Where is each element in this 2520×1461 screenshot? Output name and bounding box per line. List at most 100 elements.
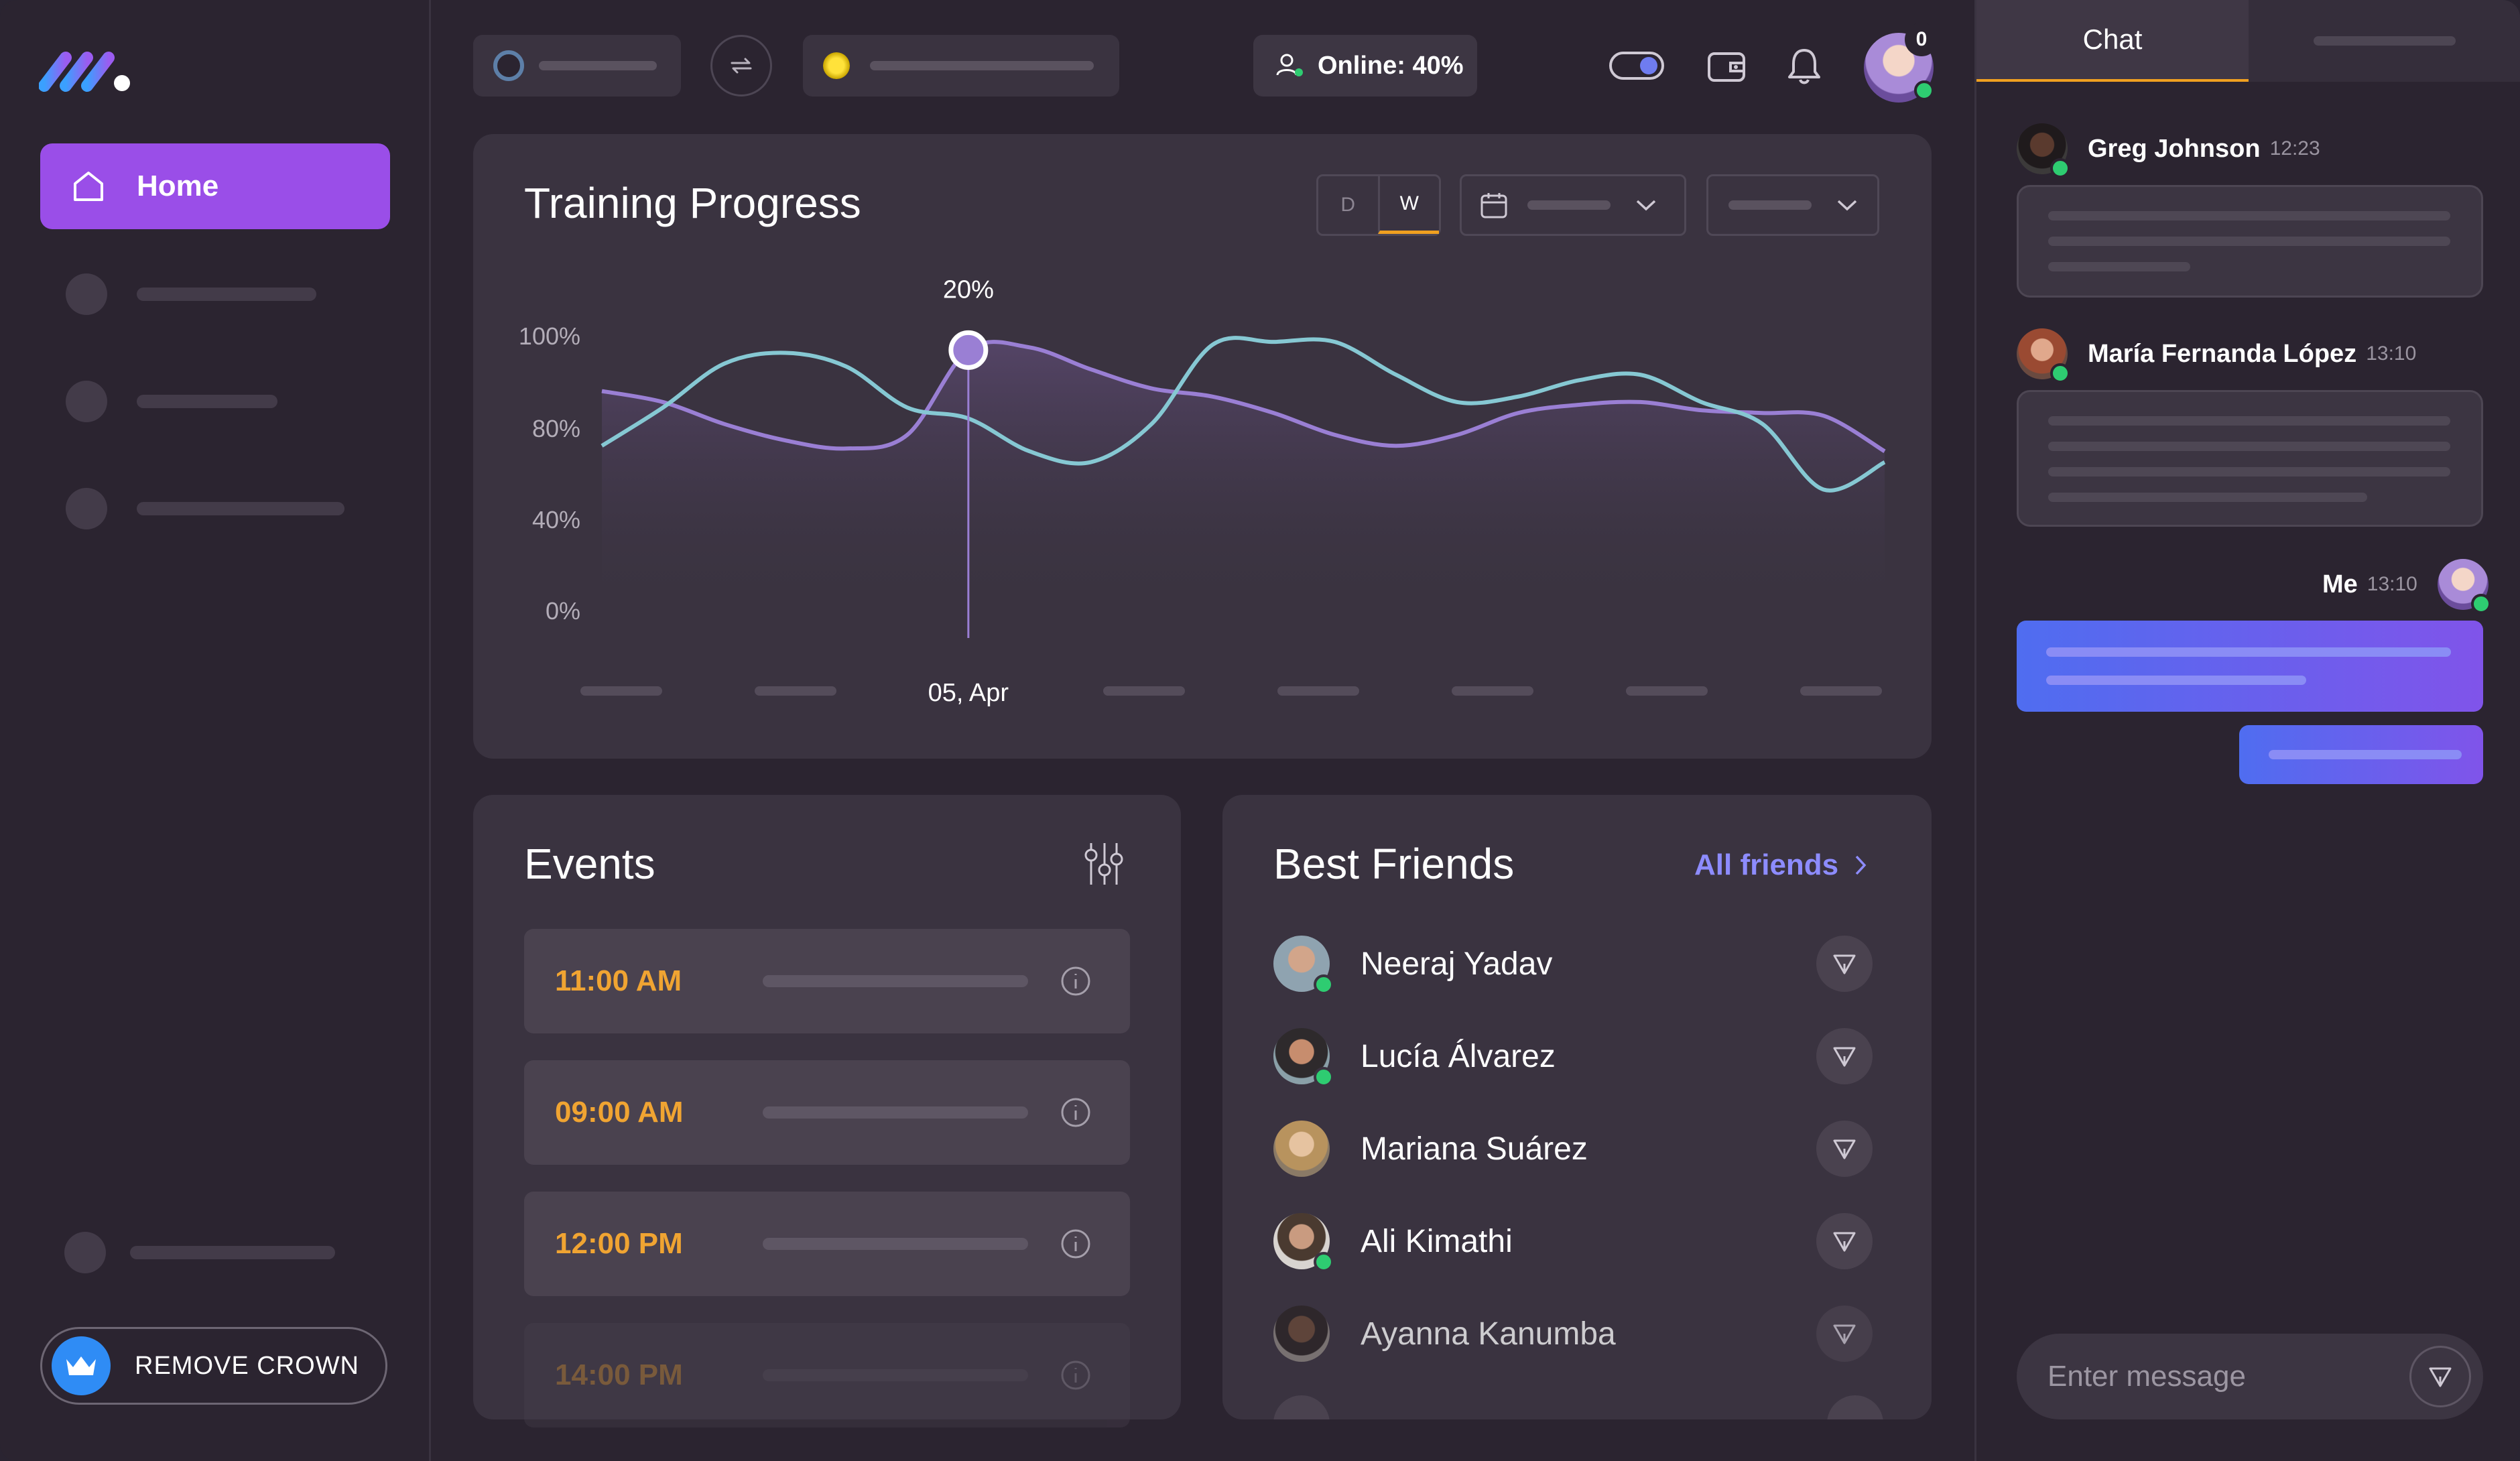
text-placeholder [2048,237,2450,246]
send-button[interactable] [1816,1121,1873,1177]
text-placeholder [2048,416,2450,426]
event-item[interactable]: 12:00 PM [524,1192,1130,1296]
tab-chat[interactable]: Chat [1976,0,2249,82]
filter-settings-icon[interactable] [1082,840,1125,887]
sidebar-item-placeholder[interactable] [66,273,316,315]
date-dropdown[interactable] [1460,174,1686,236]
nav-icon-placeholder [64,1232,106,1273]
online-indicator [2050,158,2070,178]
friend-item[interactable]: Ali Kimathi [1273,1208,1883,1275]
events-card: Events 11:00 AM 09:00 AM 12:00 PM 14:00 … [473,795,1181,1427]
info-icon[interactable] [1060,1097,1091,1128]
topbar-widget-1[interactable] [473,35,681,97]
send-button[interactable] [1816,1306,1873,1362]
send-icon [1833,1232,1856,1252]
nav-icon-placeholder [66,273,107,315]
y-tick-label: 40% [532,506,580,533]
x-tick-label: 05, Apr [928,679,1009,707]
sidebar-item-placeholder[interactable] [66,381,277,422]
avatar [2017,123,2070,178]
x-tick-placeholder [755,686,836,696]
toggle-week[interactable]: W [1377,176,1439,234]
friend-item[interactable]: Lucía Álvarez [1273,1023,1883,1090]
x-tick-placeholder [1800,686,1882,696]
avatar [1273,1028,1334,1087]
app-logo[interactable] [39,47,139,94]
refresh-icon [731,58,752,74]
refresh-button[interactable] [710,35,772,97]
info-icon[interactable] [1060,1360,1091,1391]
online-indicator [1314,974,1334,995]
friend-item[interactable]: Mariana Suárez [1273,1115,1883,1182]
x-tick-placeholder [1452,686,1533,696]
friend-name: Neeraj Yadav [1361,946,1553,982]
card-title: Best Friends [1273,840,1515,888]
x-tick-placeholder [1626,686,1708,696]
toggle-day[interactable]: D [1340,194,1356,216]
nav-label-placeholder [130,1246,335,1259]
sidebar-item-home[interactable]: Home [40,143,390,229]
online-status[interactable]: Online: 40% [1253,35,1477,97]
wallet-button[interactable] [1702,42,1751,90]
avatar [1273,1213,1334,1272]
text-placeholder [2269,750,2462,759]
online-label: Online: 40% [1318,51,1464,80]
avatar [1273,936,1334,995]
message-header: María Fernanda López 13:10 [2017,328,2416,383]
event-time: 09:00 AM [555,1096,684,1129]
send-button[interactable] [1816,936,1873,992]
online-indicator [2470,594,2491,614]
online-indicator [2050,363,2070,383]
message-header-me: Me 13:10 [2302,559,2491,614]
x-tick-placeholder [1103,686,1185,696]
chevron-down-icon [1837,200,1857,211]
tooltip-value: 20% [943,275,994,304]
sidebar-item-placeholder[interactable] [66,488,344,529]
send-button[interactable] [1816,1213,1873,1269]
theme-toggle[interactable] [1609,42,1665,90]
sidebar-item-placeholder[interactable] [64,1232,335,1273]
online-indicator [1314,1067,1334,1087]
remove-crown-button[interactable]: REMOVE CROWN [40,1327,387,1405]
tab-secondary[interactable] [2249,0,2520,82]
toggle-icon [1609,52,1664,80]
friend-name: Lucía Álvarez [1361,1038,1556,1074]
text-placeholder [2048,493,2367,502]
online-indicator [1314,1252,1334,1272]
period-toggle[interactable]: D W [1316,174,1441,236]
my-message-bubble [2239,725,2483,784]
friend-name: Ayanna Kanumba [1361,1316,1616,1352]
online-indicator [1914,80,1934,101]
filter-dropdown[interactable] [1706,174,1879,236]
nav-icon-placeholder [66,381,107,422]
text-placeholder [2048,467,2450,477]
training-progress-card: Training Progress D W 100% 80% 40% 0% 20% 05,… [473,134,1932,759]
message-bubble [2017,390,2483,527]
avatar [2437,559,2491,614]
chat-panel: Chat Greg Johnson 12:23 María Fernanda L… [1974,0,2520,1461]
event-placeholder [763,975,1028,987]
all-friends-link[interactable]: All friends [1694,848,1868,882]
info-icon[interactable] [1060,1228,1091,1259]
info-icon[interactable] [1060,966,1091,997]
friend-item[interactable]: Ayanna Kanumba [1273,1300,1883,1367]
topbar-widget-2[interactable] [803,35,1119,97]
y-tick-label: 0% [546,597,580,625]
friend-name: Ali Kimathi [1361,1223,1513,1259]
message-input-placeholder: Enter message [2048,1360,2246,1393]
calendar-icon [1480,193,1507,218]
training-chart: 100% 80% 40% 0% 20% 05, Apr [519,275,1886,707]
friend-item[interactable]: Neeraj Yadav [1273,930,1883,997]
send-icon [1833,1324,1856,1344]
notifications-button[interactable] [1780,42,1828,90]
message-input[interactable]: Enter message [2017,1334,2483,1419]
send-message-button[interactable] [2409,1346,2471,1407]
series-area [602,342,1885,617]
send-button[interactable] [1816,1028,1873,1084]
event-item[interactable]: 09:00 AM [524,1060,1130,1165]
avatar [1273,1306,1330,1362]
message-time: 13:10 [2367,573,2417,595]
event-item[interactable]: 14:00 PM [524,1323,1130,1427]
event-item[interactable]: 11:00 AM [524,929,1130,1033]
series-line-purple [601,340,1886,453]
